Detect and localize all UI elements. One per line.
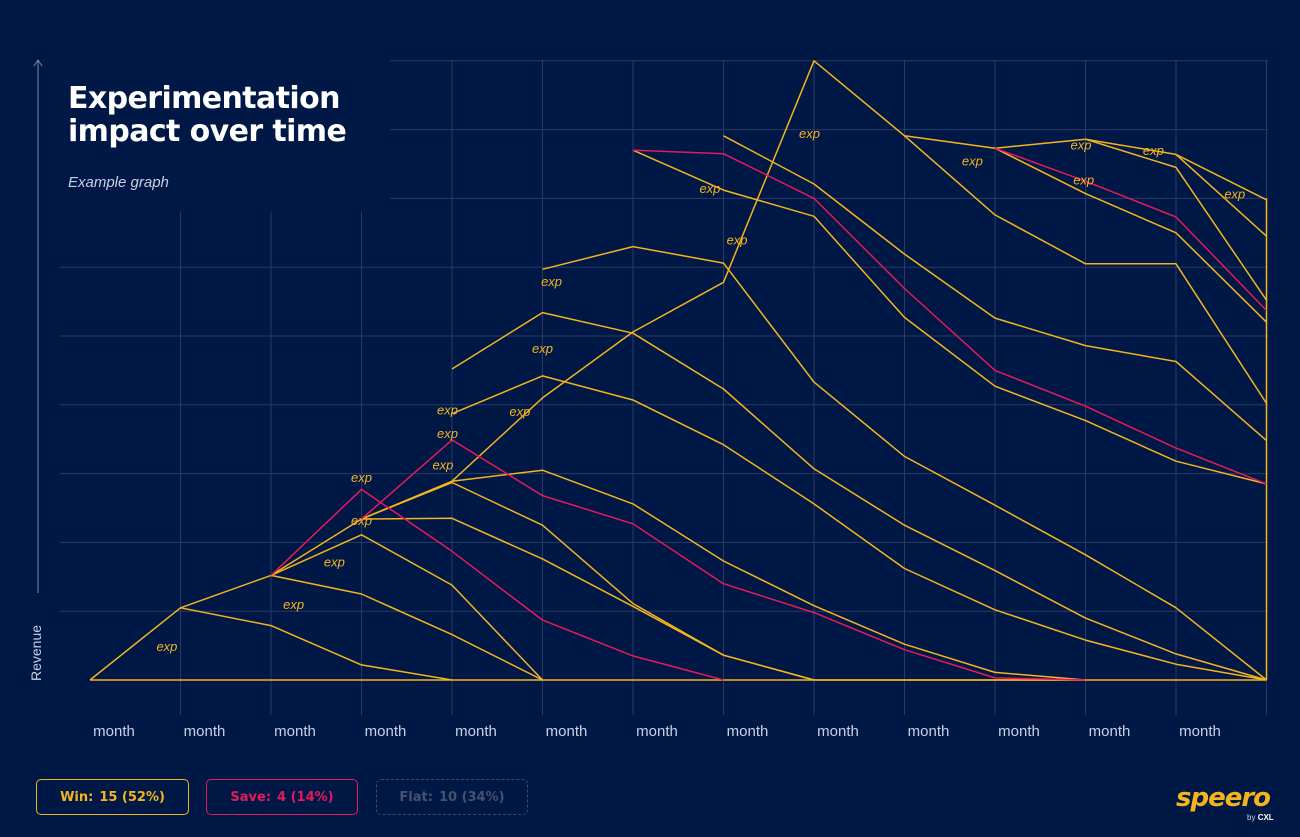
- legend-win-value: 15 (52%): [99, 789, 165, 805]
- exp-annotation: exp: [156, 639, 177, 654]
- legend-flat-value: 10 (34%): [438, 789, 505, 805]
- series-line-win: [270, 574, 543, 681]
- exp-annotation: exp: [541, 274, 562, 289]
- series-line-win: [451, 469, 1086, 681]
- series-line-win: [994, 147, 1268, 323]
- exp-annotation: exp: [1070, 138, 1091, 153]
- legend-save-badge: Save: 4 (14%): [206, 779, 358, 815]
- exp-annotation: exp: [699, 181, 720, 196]
- legend-save-value: 4 (14%): [277, 789, 334, 805]
- x-tick-label: month: [365, 723, 407, 740]
- x-tick-label: month: [998, 723, 1040, 740]
- x-tick-label: month: [1089, 723, 1131, 740]
- x-tick-label: month: [546, 723, 588, 740]
- x-tick-label: month: [184, 723, 226, 740]
- exp-annotation: exp: [1224, 186, 1245, 201]
- annotations: exp exp exp exp exp exp exp exp exp exp exp exp exp e…: [156, 126, 1245, 654]
- x-tick-label: month: [455, 723, 497, 740]
- page-title: Experimentation impact over time: [68, 81, 347, 149]
- series-line-win: [270, 534, 544, 681]
- series-lines: [89, 60, 1268, 681]
- series-line-save: [632, 149, 1267, 485]
- exp-annotation: exp: [727, 232, 748, 247]
- x-tick-label: month: [908, 723, 950, 740]
- series-line-win: [723, 135, 1267, 442]
- x-tick-label: month: [727, 723, 769, 740]
- x-axis-ticks: month month month month month month month month…: [93, 723, 1221, 740]
- legend-win-label: Win:: [60, 789, 94, 805]
- series-line-win: [451, 311, 1267, 681]
- series-line-save: [361, 439, 1086, 681]
- legend-flat-badge: Flat: 10 (34%): [376, 779, 528, 815]
- x-tick-label: month: [817, 723, 859, 740]
- series-line-win: [361, 481, 815, 681]
- y-axis-arrow-icon: [33, 59, 43, 67]
- title-line-1: Experimentation: [68, 81, 340, 116]
- x-tick-label: month: [1179, 723, 1221, 740]
- exp-annotation: exp: [799, 126, 820, 141]
- grid: [60, 60, 1268, 715]
- title-line-2: impact over time: [68, 114, 347, 149]
- legend-save-label: Save:: [230, 789, 272, 805]
- series-line-win: [1085, 138, 1268, 301]
- series-line-win: [451, 375, 1267, 681]
- series-line-win: [361, 517, 1086, 681]
- series-line-win: [904, 135, 1268, 404]
- x-tick-label: month: [636, 723, 678, 740]
- exp-annotation: exp: [437, 402, 458, 417]
- exp-annotation: exp: [324, 554, 345, 569]
- series-line-win: [89, 60, 1267, 681]
- series-line-win: [1175, 153, 1268, 237]
- exp-annotation: exp: [351, 513, 372, 528]
- series-line-win: [180, 607, 453, 681]
- exp-annotation: exp: [1073, 173, 1094, 188]
- exp-annotation: exp: [532, 341, 553, 356]
- brand-by: by: [1247, 813, 1256, 822]
- exp-annotation: exp: [1143, 143, 1164, 158]
- legend-flat-label: Flat:: [399, 789, 433, 805]
- exp-annotation: exp: [432, 457, 453, 472]
- exp-annotation: exp: [283, 597, 304, 612]
- brand-by-name: CXL: [1257, 813, 1274, 822]
- series-line-win: [542, 245, 1267, 681]
- series-line-save: [270, 488, 724, 681]
- legend-win-badge: Win: 15 (52%): [36, 779, 189, 815]
- exp-annotation: exp: [509, 404, 530, 419]
- brand-logo: speero: [1176, 783, 1271, 813]
- exp-annotation: exp: [962, 153, 983, 168]
- series-line-save: [994, 147, 1268, 312]
- series-line-win: [632, 149, 1267, 485]
- brand-byline: by CXL: [1247, 813, 1274, 822]
- y-axis: Revenue: [28, 59, 44, 681]
- exp-annotation: exp: [351, 470, 372, 485]
- x-tick-label: month: [93, 723, 135, 740]
- exp-annotation: exp: [437, 426, 458, 441]
- x-tick-label: month: [274, 723, 316, 740]
- y-axis-label: Revenue: [28, 625, 44, 681]
- page-subtitle: Example graph: [68, 174, 169, 191]
